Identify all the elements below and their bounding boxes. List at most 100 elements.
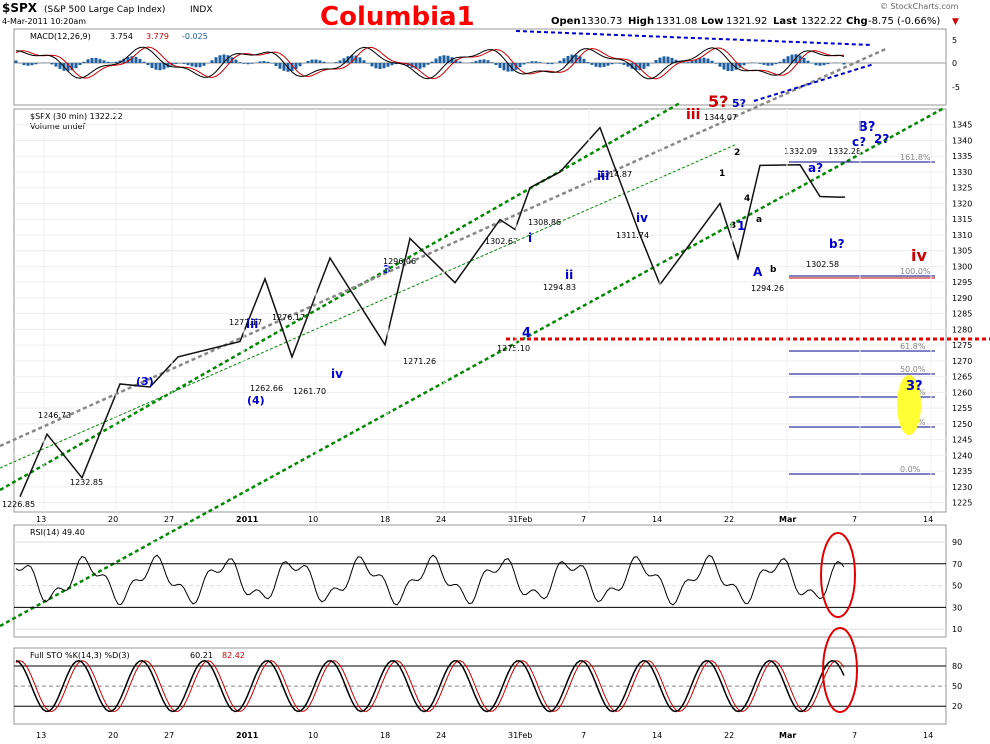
wave-wave4: (4)	[247, 394, 265, 407]
wave-b_small: b	[770, 265, 777, 275]
open-value: 1330.73	[581, 16, 622, 27]
wave3-target-oval	[897, 375, 921, 435]
price-label: 1246.73	[38, 411, 71, 420]
high-value: 1331.08	[656, 16, 697, 27]
fib-label: 161.8%	[900, 153, 931, 162]
fib-label: 100.0%	[900, 267, 931, 276]
price-label: 1277.17	[229, 318, 262, 327]
price-axis: 1345 1340 1335 1330 1325 1320 1315 1310 1305 1300…	[952, 121, 972, 508]
price-label: 1262.66	[250, 384, 283, 393]
wave-three: 3	[730, 221, 736, 231]
wave-w3: 3	[383, 263, 391, 276]
macd-line	[15, 46, 845, 80]
x-tick-top: Mar	[779, 515, 796, 524]
x-tick-bottom: 27	[164, 731, 174, 740]
x-tick-top: 2011	[236, 515, 259, 524]
x-tick-top: 14	[652, 515, 662, 524]
low-label: Low	[701, 16, 723, 27]
wave-q5: 5?	[708, 92, 728, 111]
x-tick-top: 10	[308, 515, 318, 524]
sto-k-series	[15, 659, 845, 713]
brand: © StockCharts.com	[880, 2, 959, 11]
price-label: 1332.28	[828, 147, 861, 156]
price-tick: 1340	[952, 136, 972, 145]
sto-k: 60.21	[190, 651, 213, 660]
volume-label: Volume undef	[30, 122, 85, 131]
open-label: Open	[551, 16, 581, 27]
chart-title: Columbia1	[320, 2, 475, 32]
wave-iv2: iv	[331, 367, 343, 381]
price-tick: 1265	[952, 373, 972, 382]
price-label: 1302.67	[485, 237, 518, 246]
fib-label: 61.8%	[900, 342, 926, 351]
price-tick: 1250	[952, 420, 972, 429]
datetime: 4-Mar-2011 10:20am	[2, 17, 86, 26]
wave-B: B?	[858, 120, 875, 135]
symbol-name: (S&P 500 Large Cap Index)	[44, 5, 165, 15]
price-tick: 1300	[952, 262, 972, 271]
wave-b: b?	[829, 237, 845, 251]
x-tick-bottom: 7	[852, 731, 857, 740]
wave-one_blue: 1	[737, 219, 745, 233]
quote-bar: Open 1330.73 High 1331.08 Low 1321.92 La…	[551, 16, 959, 27]
x-tick-bottom: 31Feb	[508, 731, 532, 740]
sto-oval	[822, 627, 858, 713]
price-tick: 1255	[952, 404, 972, 413]
x-tick-top: 27	[164, 515, 174, 524]
x-tick-top: 20	[108, 515, 118, 524]
price-tick: 1290	[952, 294, 972, 303]
price-tick: 1260	[952, 388, 972, 397]
price-label: 1271.26	[403, 357, 436, 366]
price-tick: 1310	[952, 231, 972, 240]
wave-wave3: (3)	[136, 375, 154, 388]
price-line	[19, 126, 845, 498]
down-arrow-icon: ▼	[952, 17, 959, 27]
wave-a: a?	[808, 161, 823, 175]
rsi-tick: 70	[952, 560, 962, 569]
rsi-oval	[820, 532, 856, 618]
x-tick-top: 14	[923, 515, 933, 524]
x-axis: 1313202027272011201110101818242431Feb31F…	[36, 109, 933, 740]
price-tick: 1270	[952, 357, 972, 366]
x-tick-bottom: 7	[581, 731, 586, 740]
x-tick-bottom: 10	[308, 731, 318, 740]
last-label: Last	[773, 16, 797, 27]
price-tick: 1305	[952, 247, 972, 256]
exchange: INDX	[190, 5, 212, 15]
macd-v3: -0.025	[182, 32, 208, 41]
rsi-line	[15, 554, 845, 606]
price-tick: 1230	[952, 483, 972, 492]
sto-tick: 20	[952, 702, 962, 711]
price-label: 1332.09	[784, 147, 817, 156]
x-tick-top: 31Feb	[508, 515, 532, 524]
x-tick-bottom: 22	[724, 731, 734, 740]
price-tick: 1345	[952, 121, 972, 130]
price-label: 1314.87	[599, 170, 632, 179]
macd-axis: 5 0 -5	[952, 36, 960, 92]
price-tick: 1335	[952, 152, 972, 161]
wave-iii_b: iii	[597, 169, 609, 183]
wave-iii2: iii	[246, 317, 258, 331]
blue-upper	[515, 30, 873, 46]
price-label: 1276.17	[272, 313, 305, 322]
wave-ii: ii	[565, 268, 573, 282]
price-tick: 1245	[952, 436, 972, 445]
fib-label: 50.0%	[900, 365, 926, 374]
wave-q3: 3?	[906, 379, 923, 394]
x-tick-top: 13	[36, 515, 46, 524]
chg-value: -8.75 (-0.66%)	[868, 16, 940, 27]
price-tick: 1325	[952, 184, 972, 193]
wave-a_small: a	[756, 215, 762, 225]
macd-tick: 0	[952, 59, 957, 68]
price-label: 1226.85	[2, 500, 35, 509]
x-tick-bottom: 24	[436, 731, 446, 740]
wave-iv_red: iv	[911, 246, 927, 265]
price-tick: 1315	[952, 215, 972, 224]
x-tick-bottom: 14	[923, 731, 933, 740]
x-tick-bottom: 2011	[236, 731, 259, 740]
sto-d-series	[15, 660, 845, 713]
wave-i: i	[528, 231, 532, 245]
x-tick-bottom: Mar	[779, 731, 796, 740]
price-tick: 1330	[952, 168, 972, 177]
